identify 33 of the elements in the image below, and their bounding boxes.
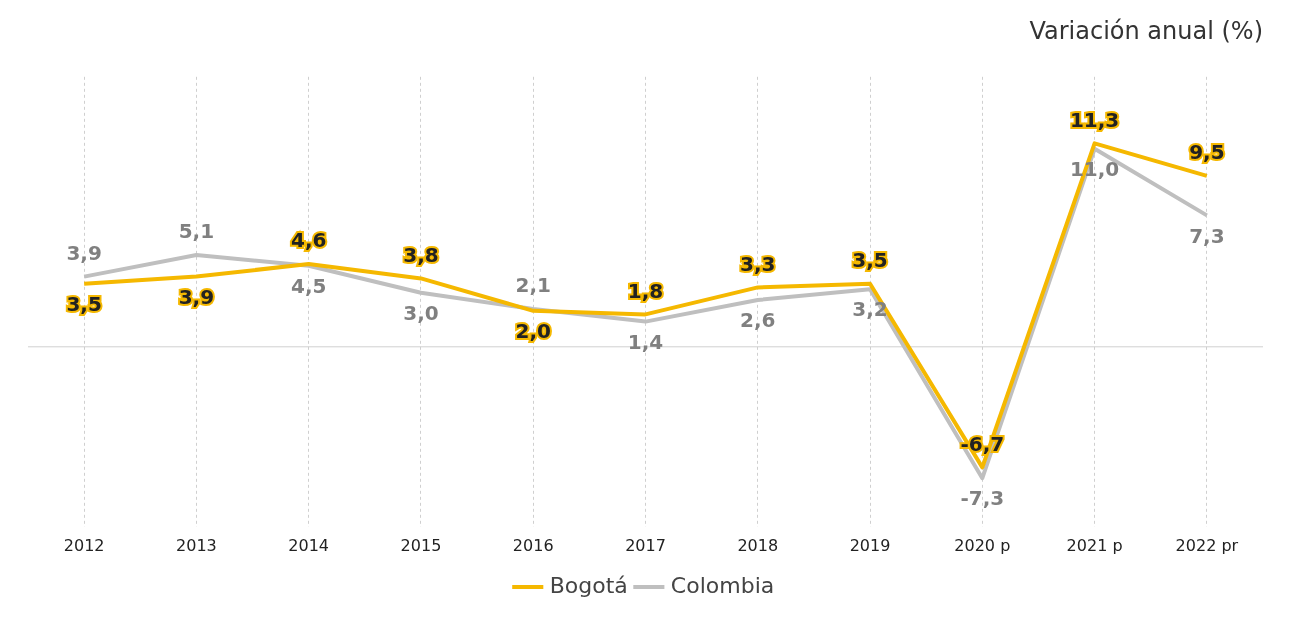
data-label: 2,0 — [515, 319, 551, 343]
data-label: 4,5 — [290, 274, 327, 298]
x-tick-label: 2017 — [625, 535, 666, 555]
data-label: 11,3 — [1069, 107, 1120, 132]
x-tick-label: 2012 — [63, 535, 105, 555]
legend-label: Bogotá — [549, 572, 628, 598]
x-tick-label: 2021 p — [1066, 535, 1123, 555]
chart-title: Variación anual (%) — [1029, 16, 1263, 45]
data-label: 9,5 — [1189, 140, 1225, 164]
x-tick-label: 2014 — [288, 535, 330, 555]
data-label: 2,1 — [515, 273, 551, 298]
data-label: 3,9 — [178, 284, 215, 309]
data-label: 3,5 — [852, 248, 888, 272]
data-label: 3,0 — [403, 301, 439, 325]
data-label: 4,6 — [290, 228, 327, 253]
x-tick-label: 2016 — [512, 535, 554, 555]
x-tick-label: 2019 — [849, 535, 891, 555]
x-tick-label: 2015 — [400, 535, 442, 555]
data-label: 3,9 — [66, 240, 102, 265]
data-label: 1,4 — [627, 329, 664, 354]
data-label: -7,3 — [960, 486, 1005, 511]
x-tick-label: 2013 — [176, 535, 217, 555]
x-tick-label: 2020 p — [954, 535, 1011, 555]
x-tick-label: 2018 — [737, 535, 779, 555]
data-label: 7,3 — [1189, 223, 1225, 248]
legend-label: Colombia — [670, 572, 775, 598]
data-label: 2,6 — [740, 308, 776, 333]
data-label: 3,8 — [403, 242, 439, 267]
x-tick-label: 2022 pr — [1175, 535, 1239, 555]
data-label: 3,5 — [66, 292, 102, 316]
data-label: 1,8 — [627, 278, 664, 303]
data-label: 3,3 — [740, 251, 776, 276]
data-label: 5,1 — [178, 219, 215, 244]
